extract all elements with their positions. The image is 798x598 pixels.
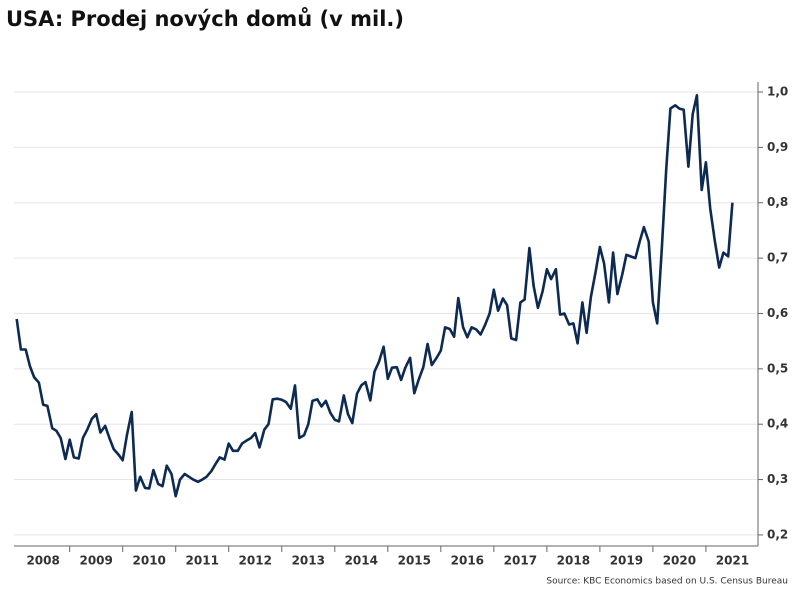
x-tick-label: 2011 [186,554,219,568]
x-tick-label: 2017 [504,554,537,568]
y-tick-label: 0,6 [767,306,788,320]
y-tick-label: 0,8 [767,195,788,209]
data-line [15,94,734,498]
x-tick-label: 2019 [610,554,643,568]
x-tick-label: 2014 [345,554,378,568]
chart-title: USA: Prodej nových domů (v mil.) [6,7,404,31]
x-tick-label: 2008 [26,554,59,568]
x-tick-label: 2015 [398,554,431,568]
y-tick-label: 0,5 [767,361,788,375]
x-tick-label: 2018 [557,554,590,568]
source-note: Source: KBC Economics based on U.S. Cens… [546,577,788,587]
y-tick-label: 0,9 [767,140,788,154]
y-tick-label: 0,2 [767,527,788,541]
y-tick-label: 1,0 [767,85,788,99]
y-tick-label: 0,3 [767,472,788,486]
x-tick-label: 2013 [292,554,325,568]
x-tick-label: 2016 [451,554,484,568]
x-tick-label: 2020 [663,554,696,568]
y-tick-label: 0,7 [767,251,788,265]
x-tick-label: 2010 [133,554,166,568]
x-tick-label: 2012 [239,554,272,568]
y-tick-label: 0,4 [767,417,788,431]
x-tick-label: 2009 [79,554,112,568]
x-tick-label: 2021 [716,554,749,568]
